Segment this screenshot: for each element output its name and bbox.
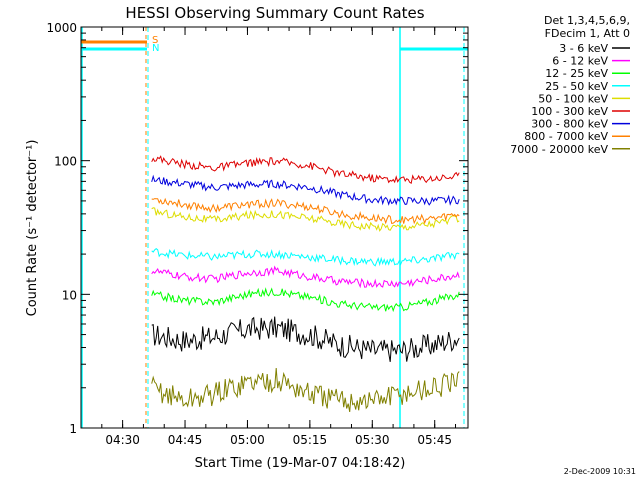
legend-label: 50 - 100 keV xyxy=(538,92,608,105)
legend-label: 6 - 12 keV xyxy=(552,55,608,68)
x-tick-label: 04:30 xyxy=(105,433,140,447)
y-tick-label: 1000 xyxy=(46,21,77,35)
plot-frame xyxy=(80,26,469,429)
footer-date: 2-Dec-2009 10:31 xyxy=(564,467,636,476)
y-axis-label: Count Rate (s⁻¹ detector⁻¹) xyxy=(25,140,40,317)
series-line xyxy=(151,265,460,289)
x-tick-label: 04:45 xyxy=(168,433,203,447)
legend-label: 12 - 25 keV xyxy=(545,67,608,80)
legend-label: 300 - 800 keV xyxy=(531,118,608,131)
series-line xyxy=(151,316,460,362)
x-tick-label: 05:30 xyxy=(355,433,390,447)
legend-label: 800 - 7000 keV xyxy=(524,130,608,143)
chart-title: HESSI Observing Summary Count Rates xyxy=(125,4,424,22)
series-line xyxy=(151,247,460,267)
legend-label: 25 - 50 keV xyxy=(545,80,608,93)
series-line xyxy=(151,155,460,184)
y-tick-label: 10 xyxy=(62,288,77,302)
x-tick-label: 05:00 xyxy=(230,433,265,447)
saa-flag-label: S xyxy=(152,35,158,46)
legend-label: 100 - 300 keV xyxy=(531,105,608,118)
plot-layer: SN xyxy=(81,27,468,428)
legend-label: 3 - 6 keV xyxy=(559,42,608,55)
x-tick-label: 05:15 xyxy=(293,433,328,447)
legend-header-line-2: FDecim 1, Att 0 xyxy=(545,27,630,40)
y-tick-label: 1 xyxy=(69,422,77,436)
x-axis-label: Start Time (19-Mar-07 04:18:42) xyxy=(195,456,406,471)
night-flag-label: N xyxy=(152,43,159,54)
legend-header-line-1: Det 1,3,4,5,6,9, xyxy=(544,14,630,27)
series-line xyxy=(151,207,460,232)
series-line xyxy=(151,197,460,225)
series-line xyxy=(151,287,460,313)
x-tick-label: 05:45 xyxy=(417,433,452,447)
y-tick-label: 100 xyxy=(54,155,77,169)
legend-label: 7000 - 20000 keV xyxy=(510,143,608,156)
series-line xyxy=(151,367,460,412)
axis-layer: 04:30 04:45 05:00 05:15 05:30 05:45 1 10 100 1000 xyxy=(46,21,468,447)
series-line xyxy=(151,174,460,206)
legend: Det 1,3,4,5,6,9, FDecim 1, Att 0 3 - 6 k… xyxy=(510,14,630,156)
